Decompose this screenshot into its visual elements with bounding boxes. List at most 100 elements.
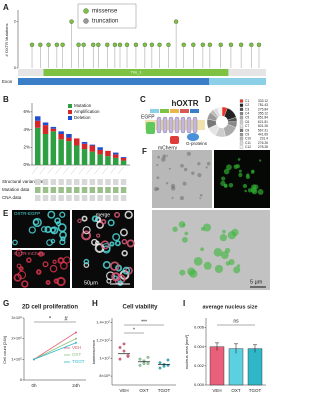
row-label: Mutation data	[2, 187, 30, 192]
lollipop	[60, 42, 65, 47]
legend-value: 567.31	[258, 128, 268, 132]
lollipop	[249, 42, 254, 47]
helix	[168, 116, 174, 134]
cell	[117, 280, 124, 286]
panel-label: G	[3, 299, 9, 308]
fluorescence	[221, 176, 226, 181]
panel-label: D	[205, 95, 211, 104]
bar-segment	[66, 137, 72, 142]
legend-label: C2	[245, 103, 249, 107]
scale-bar-label: 5 µm	[250, 279, 263, 285]
cell	[56, 276, 66, 287]
row-cell	[74, 179, 80, 185]
fluorescence	[172, 226, 178, 232]
row-cell	[113, 195, 119, 201]
fluorescence	[224, 247, 231, 254]
y-tick-label: 3×10⁵	[11, 315, 22, 320]
exon	[209, 78, 266, 85]
fluorescence	[233, 164, 239, 170]
lollipop	[91, 42, 96, 47]
fluorescence	[231, 228, 239, 237]
category-stub	[117, 166, 124, 175]
legend-value: 276.26	[258, 141, 268, 145]
row-cell	[58, 187, 64, 193]
lollipop	[256, 42, 262, 47]
bar-segment	[58, 131, 64, 134]
helix	[180, 116, 186, 134]
texture	[157, 155, 160, 159]
legend-swatch	[239, 133, 244, 137]
bar-segment	[97, 149, 103, 155]
legend-value: 333.12	[258, 99, 268, 103]
row-cell	[50, 195, 57, 201]
point	[126, 354, 130, 357]
point	[146, 355, 150, 359]
legend-value: 851.84	[258, 116, 268, 120]
bar-segment	[113, 154, 119, 158]
mcherry-label: mCherry	[158, 145, 178, 151]
legend-label: Deletion	[74, 115, 91, 120]
cell	[26, 257, 32, 263]
bar-segment	[81, 141, 88, 144]
lollipop	[191, 42, 196, 47]
texture	[183, 167, 188, 172]
bar-segment	[81, 149, 88, 165]
fluorescence	[214, 264, 223, 274]
cell	[54, 217, 61, 225]
texture	[162, 154, 167, 159]
point	[138, 357, 142, 361]
point	[158, 366, 162, 370]
lollipop	[166, 42, 171, 47]
category-stub	[78, 166, 85, 175]
texture	[170, 183, 176, 189]
plot-title: Cell viability	[122, 305, 158, 311]
legend-value: 441.69	[258, 132, 268, 136]
legend-swatch	[239, 124, 244, 128]
legend-label: C3	[245, 107, 249, 111]
bar-segment	[35, 127, 41, 165]
row-cell	[42, 187, 49, 193]
legend-label: TGOT	[72, 359, 85, 364]
cell	[18, 266, 24, 272]
cell	[114, 240, 121, 247]
x-tick-label: 24h	[72, 383, 80, 388]
y-tick-label: 2×10⁵	[11, 336, 22, 341]
cell	[52, 259, 57, 264]
legend-swatch	[239, 116, 244, 120]
row-cell	[35, 195, 41, 201]
point	[75, 337, 77, 340]
row-cell	[74, 195, 80, 201]
fluorescence	[213, 248, 223, 257]
fluorescence	[200, 247, 204, 252]
row-cell	[89, 179, 96, 185]
bar-segment	[35, 116, 41, 121]
y-axis-label: # OXTR Mutations	[4, 24, 9, 57]
fluorescence	[222, 229, 226, 234]
fluorescence	[242, 183, 248, 189]
legend-label: OXT	[72, 352, 82, 357]
fluorescence	[184, 231, 189, 236]
bar-segment	[113, 152, 119, 155]
lollipop	[69, 19, 74, 24]
fluorescence	[259, 159, 262, 162]
g-protein	[187, 133, 199, 141]
row-cell	[120, 187, 127, 193]
lollipop	[112, 42, 118, 47]
significance: ***	[141, 319, 147, 325]
bar-segment	[50, 126, 57, 129]
category-stub	[31, 166, 38, 175]
cell	[82, 226, 91, 235]
cell	[126, 239, 135, 248]
legend-swatch	[239, 111, 244, 116]
bar-segment	[42, 134, 49, 165]
cell	[119, 228, 128, 237]
fluorescence	[238, 172, 243, 178]
fluorescence	[251, 188, 258, 195]
texture	[191, 171, 195, 175]
lollipop	[124, 42, 130, 47]
row-label: CNA data	[2, 195, 22, 200]
cell	[100, 218, 107, 225]
fluorescence	[244, 189, 247, 193]
fluorescence	[203, 223, 212, 232]
cell	[59, 238, 66, 246]
